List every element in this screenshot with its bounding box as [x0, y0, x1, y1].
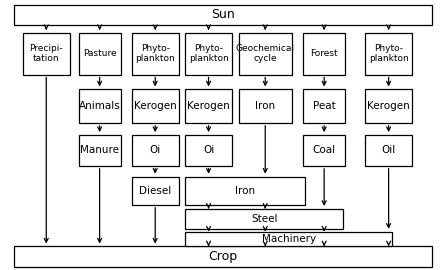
Bar	[23, 33, 70, 75]
Text: Oi: Oi	[203, 146, 214, 156]
Text: Kerogen: Kerogen	[134, 101, 177, 111]
Text: Crop: Crop	[208, 250, 238, 263]
Text: Animals: Animals	[79, 101, 120, 111]
Bar	[239, 33, 292, 75]
Text: Sun: Sun	[211, 8, 235, 21]
Bar	[303, 135, 345, 166]
Text: Kerogen: Kerogen	[367, 101, 410, 111]
Text: Manure: Manure	[80, 146, 119, 156]
Text: Geochemical
cycle: Geochemical cycle	[236, 44, 295, 63]
Text: Steel: Steel	[251, 214, 277, 224]
Bar	[132, 33, 178, 75]
Bar	[132, 135, 178, 166]
Bar	[185, 232, 392, 247]
Bar	[14, 247, 432, 266]
Text: Kerogen: Kerogen	[187, 101, 230, 111]
Bar	[185, 89, 232, 123]
Text: Phyto-
plankton: Phyto- plankton	[135, 44, 175, 63]
Bar	[185, 33, 232, 75]
Bar	[78, 89, 121, 123]
Text: Machinery: Machinery	[261, 234, 316, 244]
Text: Phyto-
plankton: Phyto- plankton	[189, 44, 228, 63]
Text: Precipi-
tation: Precipi- tation	[29, 44, 63, 63]
Bar	[303, 89, 345, 123]
Bar	[185, 135, 232, 166]
Text: Peat: Peat	[313, 101, 335, 111]
Text: Iron: Iron	[255, 101, 275, 111]
Text: Diesel: Diesel	[139, 186, 171, 196]
Bar	[303, 33, 345, 75]
Bar	[14, 5, 432, 25]
Text: Oil: Oil	[381, 146, 396, 156]
Bar	[78, 135, 121, 166]
Text: Phyto-
plankton: Phyto- plankton	[369, 44, 409, 63]
Text: Forest: Forest	[310, 49, 338, 58]
Bar	[185, 209, 343, 229]
Bar	[185, 177, 305, 205]
Text: Coal: Coal	[313, 146, 336, 156]
Bar	[365, 33, 412, 75]
Bar	[132, 89, 178, 123]
Bar	[365, 135, 412, 166]
Text: Iron: Iron	[235, 186, 255, 196]
Bar	[78, 33, 121, 75]
Bar	[132, 177, 178, 205]
Text: Pasture: Pasture	[83, 49, 116, 58]
Bar	[365, 89, 412, 123]
Bar	[239, 89, 292, 123]
Text: Oi: Oi	[149, 146, 161, 156]
